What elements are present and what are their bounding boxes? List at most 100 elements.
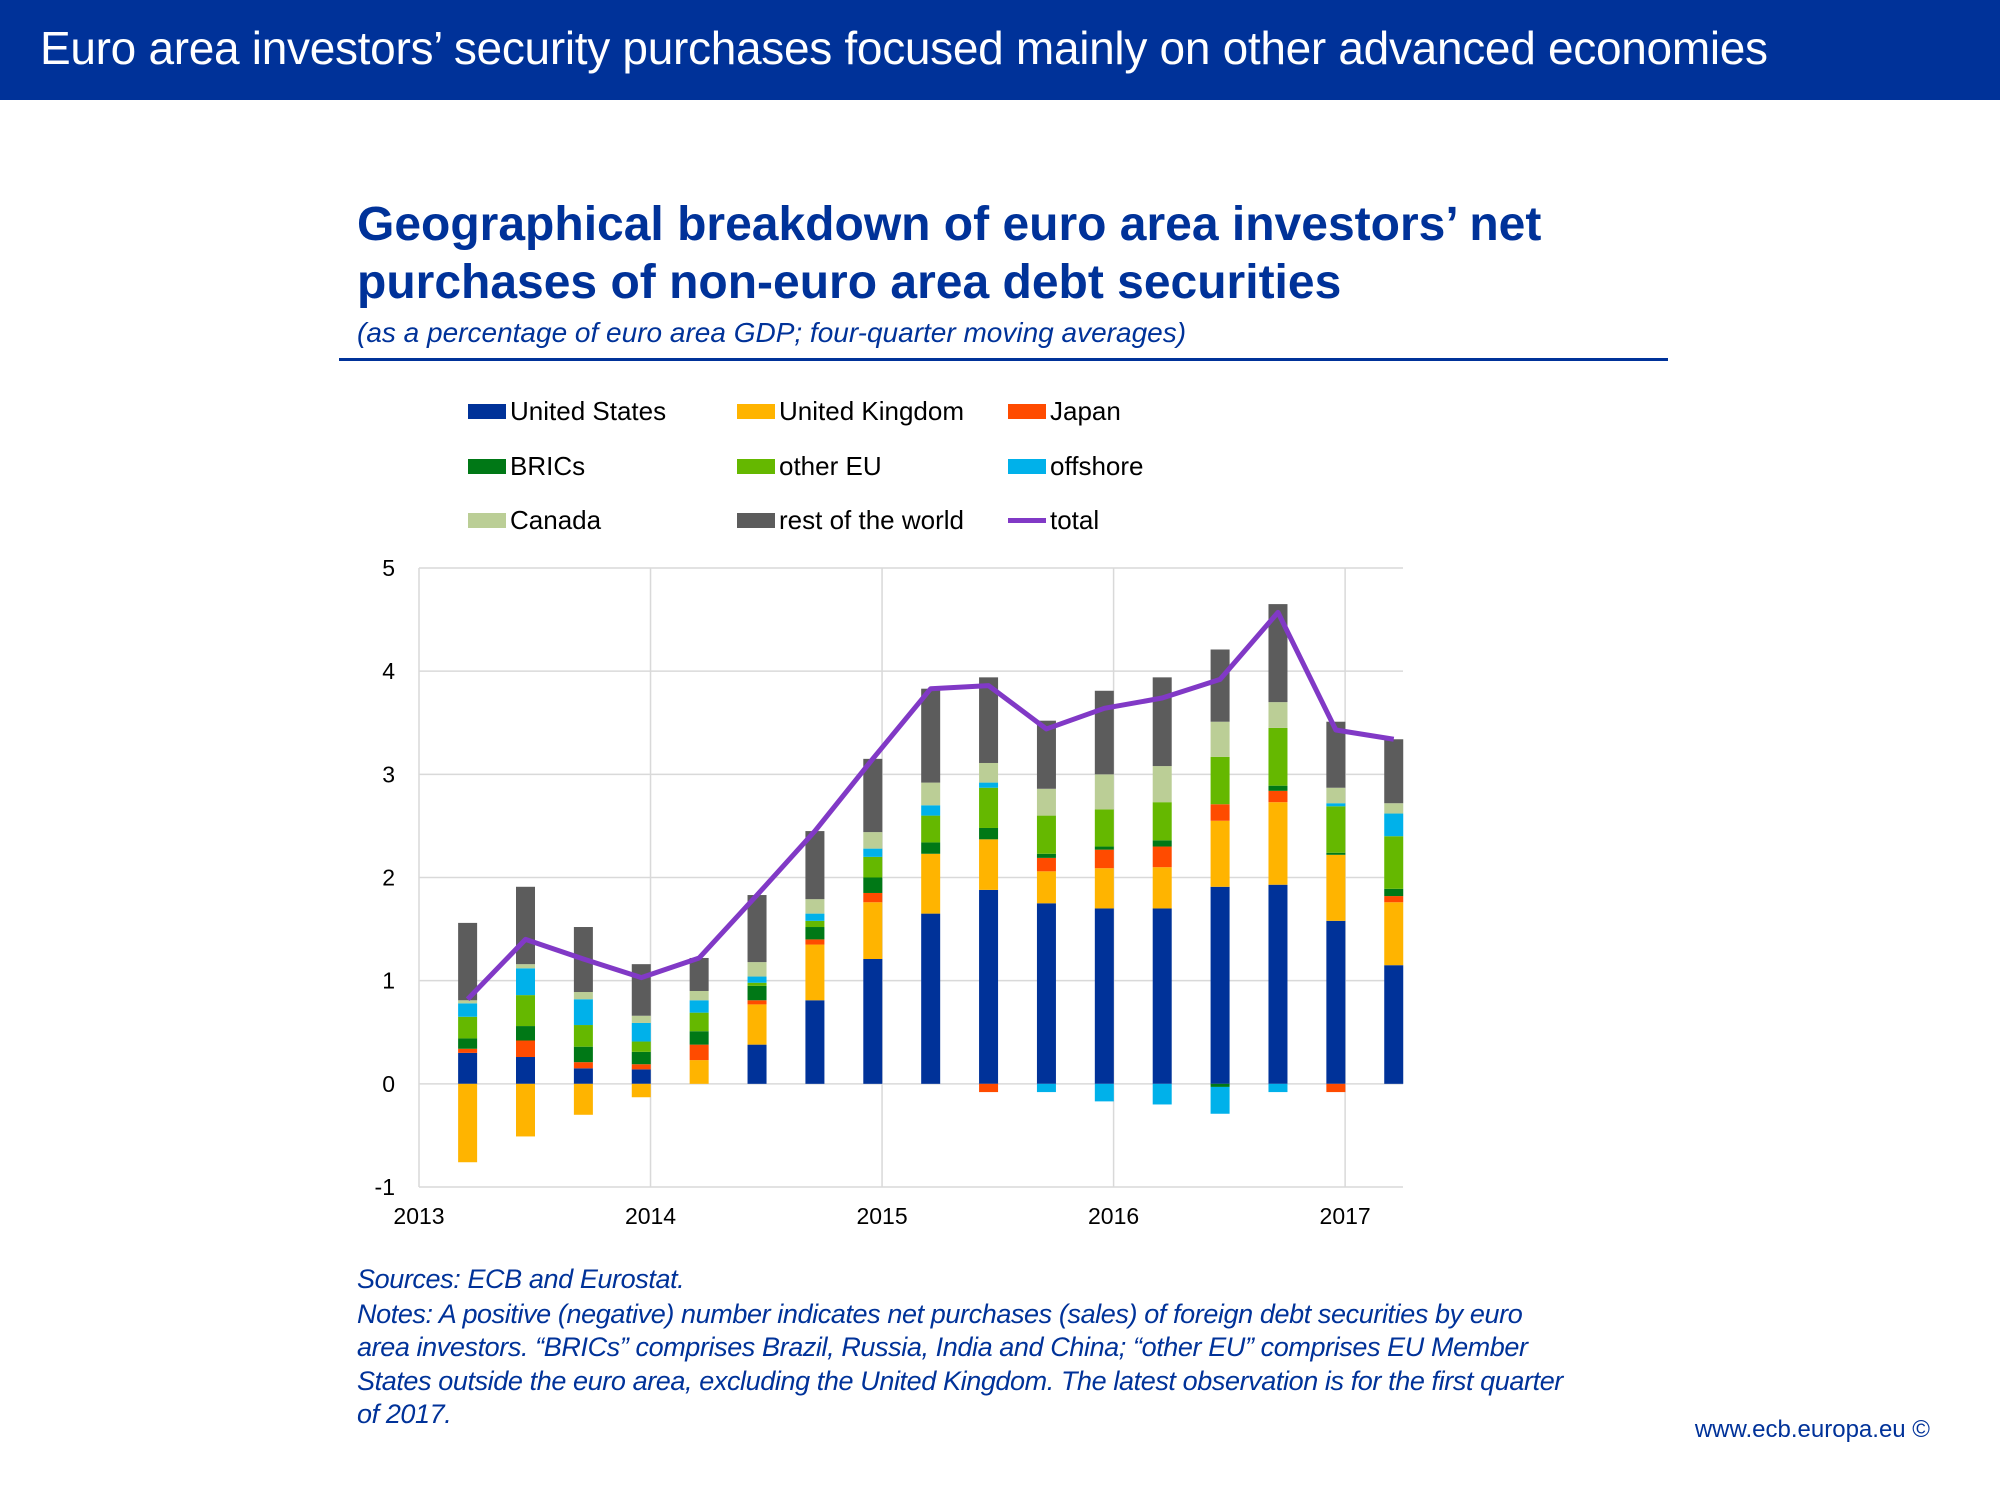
bar-segment-rest-of-the-world bbox=[631, 964, 651, 1016]
bar-segment-united-kingdom bbox=[1268, 802, 1288, 885]
bar-segment-united-kingdom bbox=[1210, 820, 1230, 887]
bar-segment-japan bbox=[1326, 1083, 1346, 1093]
bar-segment-united-kingdom bbox=[1152, 867, 1172, 909]
legend-item: United States bbox=[468, 396, 666, 426]
bar-segment-canada bbox=[1094, 774, 1114, 810]
bar-segment-brics bbox=[1384, 888, 1404, 897]
notes-line-2: area investors. “BRICs” comprises Brazil… bbox=[357, 1332, 1528, 1362]
bar-segment-rest-of-the-world bbox=[921, 688, 941, 783]
bar-segment-canada bbox=[1152, 766, 1172, 803]
bar-segment-offshore bbox=[921, 805, 941, 816]
bar-segment-rest-of-the-world bbox=[458, 922, 478, 1001]
bar-segment-canada bbox=[863, 832, 883, 849]
bar-segment-other-eu bbox=[631, 1041, 651, 1052]
bar-segment-japan bbox=[1268, 790, 1288, 803]
legend-label: rest of the world bbox=[779, 504, 964, 535]
bar-segment-rest-of-the-world bbox=[516, 886, 536, 965]
bar-segment-other-eu bbox=[863, 856, 883, 878]
bar-segment-united-states bbox=[863, 959, 883, 1084]
bar-segment-canada bbox=[747, 962, 767, 977]
slide-title: Euro area investors’ security purchases … bbox=[40, 22, 1768, 74]
bar-segment-united-kingdom bbox=[1036, 871, 1056, 904]
bar-segment-japan bbox=[747, 1000, 767, 1005]
bar-segment-other-eu bbox=[1210, 756, 1230, 805]
bar-segment-united-states bbox=[458, 1052, 478, 1084]
bar-segment-offshore bbox=[516, 968, 536, 996]
bar-segment-japan bbox=[458, 1048, 478, 1053]
bar-segment-united-states bbox=[1152, 908, 1172, 1084]
bar-segment-japan bbox=[805, 939, 825, 945]
bar-segment-offshore bbox=[631, 1022, 651, 1042]
chart-subtitle: (as a percentage of euro area GDP; four-… bbox=[357, 317, 1187, 348]
bar-segment-other-eu bbox=[1268, 727, 1288, 786]
bar-segment-united-states bbox=[1210, 886, 1230, 1084]
bar-segment-united-kingdom bbox=[921, 853, 941, 914]
legend-swatch bbox=[1008, 458, 1046, 474]
bar-segment-united-kingdom bbox=[1326, 854, 1346, 921]
notes-line-4: of 2017. bbox=[357, 1399, 452, 1429]
bar-segment-offshore bbox=[1094, 1083, 1114, 1102]
bar-segment-rest-of-the-world bbox=[1210, 649, 1230, 722]
bar-segment-canada bbox=[1326, 787, 1346, 804]
legend-label: United States bbox=[510, 395, 667, 426]
x-tick-label: 2015 bbox=[856, 1203, 907, 1229]
bar-segment-japan bbox=[1152, 846, 1172, 868]
bar-segment-brics bbox=[921, 842, 941, 854]
bar-segment-united-kingdom bbox=[631, 1083, 651, 1098]
bar-segment-united-kingdom bbox=[805, 944, 825, 1001]
bar-segment-offshore bbox=[573, 999, 593, 1026]
legend-swatch bbox=[737, 512, 775, 528]
legend-swatch bbox=[468, 458, 506, 474]
bar-segment-rest-of-the-world bbox=[805, 831, 825, 900]
legend-swatch bbox=[737, 458, 775, 474]
bar-segment-other-eu bbox=[979, 787, 999, 828]
legend-item: other EU bbox=[737, 451, 882, 481]
y-tick-label: 3 bbox=[382, 761, 395, 787]
bar-segment-rest-of-the-world bbox=[979, 677, 999, 763]
bar-segment-united-states bbox=[1384, 965, 1404, 1084]
bar-segment-brics bbox=[863, 877, 883, 893]
bar-segment-canada bbox=[689, 990, 709, 1001]
bar-segment-other-eu bbox=[1036, 815, 1056, 854]
bar-segment-brics bbox=[1326, 852, 1346, 855]
legend-swatch bbox=[468, 512, 506, 528]
chart-title-line-1: Geographical breakdown of euro area inve… bbox=[357, 198, 1542, 251]
legend-item: offshore bbox=[1008, 451, 1143, 481]
bar-segment-japan bbox=[689, 1044, 709, 1061]
bar-segment-brics bbox=[631, 1051, 651, 1065]
legend-item: Canada bbox=[468, 505, 601, 535]
bar-segment-brics bbox=[689, 1031, 709, 1045]
bar-segment-japan bbox=[979, 1083, 999, 1093]
chart-plot: 5 4 3 2 1 0 -1 2013 2014 2015 2016 2017 bbox=[375, 555, 1404, 1229]
bar-segment-other-eu bbox=[573, 1025, 593, 1047]
legend-swatch bbox=[468, 403, 506, 419]
bar-segment-canada bbox=[1036, 788, 1056, 816]
bar-segment-brics bbox=[747, 985, 767, 1001]
x-tick-label: 2016 bbox=[1088, 1203, 1139, 1229]
bar-segment-offshore bbox=[458, 1003, 478, 1017]
bar-segment-offshore bbox=[979, 782, 999, 788]
footer-url: www.ecb.europa.eu © bbox=[1694, 1416, 1930, 1443]
bar-segment-japan bbox=[1094, 849, 1114, 869]
legend-item: total bbox=[1008, 505, 1099, 535]
bar-segment-other-eu bbox=[1384, 836, 1404, 889]
bar-segment-canada bbox=[458, 1000, 478, 1004]
bar-segment-united-kingdom bbox=[689, 1060, 709, 1084]
bar-segment-canada bbox=[516, 964, 536, 969]
bar-segment-other-eu bbox=[458, 1016, 478, 1039]
y-tick-label: 5 bbox=[382, 555, 395, 581]
y-tick-label: 1 bbox=[382, 968, 395, 994]
bar-segment-canada bbox=[1210, 721, 1230, 757]
bar-segment-united-states bbox=[921, 913, 941, 1084]
bar-segment-other-eu bbox=[516, 995, 536, 1027]
bar-segment-canada bbox=[979, 762, 999, 783]
x-tick-label: 2013 bbox=[393, 1203, 444, 1229]
bar-segment-japan bbox=[1036, 857, 1056, 872]
legend-label: other EU bbox=[779, 450, 882, 481]
legend-label: BRICs bbox=[510, 450, 586, 481]
bar-segment-brics bbox=[1268, 785, 1288, 791]
legend-item: Japan bbox=[1008, 396, 1121, 426]
bar-segment-other-eu bbox=[1326, 806, 1346, 853]
bar-segment-japan bbox=[863, 892, 883, 903]
bar-segment-rest-of-the-world bbox=[1036, 720, 1056, 789]
